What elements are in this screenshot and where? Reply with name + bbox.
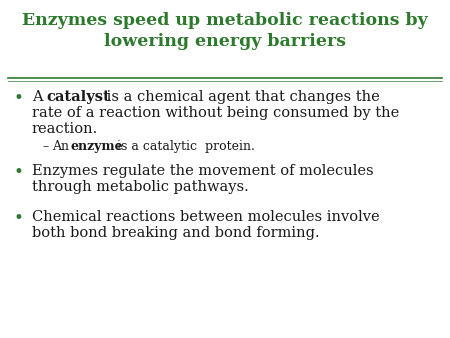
Text: Enzymes speed up metabolic reactions by
lowering energy barriers: Enzymes speed up metabolic reactions by … <box>22 12 428 50</box>
Text: reaction.: reaction. <box>32 122 98 136</box>
Text: catalyst: catalyst <box>46 90 110 104</box>
Text: An: An <box>52 140 73 153</box>
Text: enzyme: enzyme <box>71 140 123 153</box>
Text: •: • <box>13 164 23 181</box>
Text: A: A <box>32 90 47 104</box>
Text: rate of a reaction without being consumed by the: rate of a reaction without being consume… <box>32 106 399 120</box>
Text: through metabolic pathways.: through metabolic pathways. <box>32 180 249 194</box>
Text: •: • <box>13 210 23 227</box>
Text: Enzymes regulate the movement of molecules: Enzymes regulate the movement of molecul… <box>32 164 374 178</box>
Text: Chemical reactions between molecules involve: Chemical reactions between molecules inv… <box>32 210 380 224</box>
Text: •: • <box>13 90 23 107</box>
Text: is a catalytic  protein.: is a catalytic protein. <box>109 140 255 153</box>
Text: both bond breaking and bond forming.: both bond breaking and bond forming. <box>32 226 320 240</box>
Text: –: – <box>42 140 48 153</box>
Text: is a chemical agent that changes the: is a chemical agent that changes the <box>102 90 380 104</box>
